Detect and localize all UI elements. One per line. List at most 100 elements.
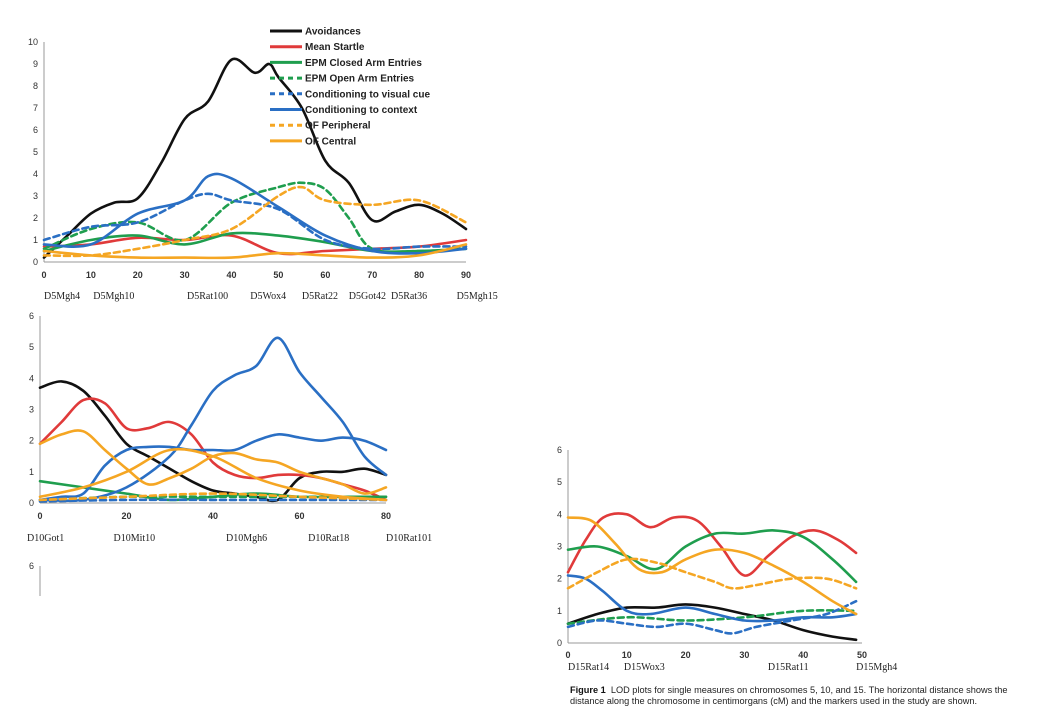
y-tick-label: 6	[33, 125, 38, 135]
marker-label: D5Mgh4	[44, 291, 80, 302]
series-line-conditioning-to-visual-cue	[42, 192, 468, 251]
series-line-conditioning-to-context	[566, 574, 858, 623]
series-line-epm-open-arm-entries	[566, 609, 858, 625]
y-tick-label: 1	[29, 467, 34, 477]
chart-chromosome-stub: 6	[29, 561, 41, 596]
marker-label: D10Mgh6	[226, 533, 267, 544]
series-line-avoidances	[38, 380, 388, 503]
y-tick-label: 0	[29, 498, 34, 508]
series-line-of-peripheral	[566, 557, 858, 590]
legend-label-conditioning-to-visual-cue: Conditioning to visual cue	[305, 89, 430, 100]
x-tick-label: 70	[367, 270, 377, 280]
series-line-epm-closed-arm-entries	[42, 231, 468, 254]
y-tick-label: 0	[557, 638, 562, 648]
y-tick-label: 1	[33, 235, 38, 245]
caption-label: Figure 1	[570, 685, 606, 695]
y-tick-label: 10	[28, 37, 38, 47]
figure-caption: Figure 1 LOD plots for single measures o…	[570, 685, 1037, 706]
y-tick-label: 4	[29, 373, 34, 383]
legend-label-of-central: OF Central	[305, 136, 356, 147]
x-tick-label: 90	[461, 270, 471, 280]
x-tick-label: 80	[381, 511, 391, 521]
series-line-epm-open-arm-entries	[38, 495, 388, 502]
y-tick-label: 5	[33, 147, 38, 157]
marker-label: D10Mit10	[114, 533, 156, 544]
x-tick-label: 0	[565, 650, 570, 660]
y-tick-label: 2	[557, 574, 562, 584]
series-line-of-central	[42, 243, 468, 260]
y-tick-label: 8	[33, 81, 38, 91]
marker-label: D5Rat22	[302, 291, 338, 302]
legend-label-epm-open-arm-entries: EPM Open Arm Entries	[305, 74, 415, 85]
y-tick-label: 2	[29, 436, 34, 446]
x-tick-label: 20	[133, 270, 143, 280]
x-tick-label: 50	[857, 650, 867, 660]
legend-label-mean-startle: Mean Startle	[305, 42, 365, 53]
legend-label-avoidances: Avoidances	[305, 27, 361, 38]
series-line-of-peripheral	[38, 492, 388, 502]
series-line-epm-closed-arm-entries	[566, 529, 858, 584]
y-tick-label: 6	[29, 311, 34, 321]
marker-label: D15Wox3	[624, 662, 665, 673]
y-tick-label: 6	[557, 445, 562, 455]
y-tick-label: 0	[33, 257, 38, 267]
y-tick-label: 4	[557, 509, 562, 519]
series-line-conditioning-to-context-2	[38, 336, 388, 503]
series-line-avoidances	[566, 603, 858, 642]
marker-label: D15Mgh4	[856, 662, 897, 673]
y-tick-label: 7	[33, 103, 38, 113]
y-tick-label: 3	[557, 542, 562, 552]
x-tick-label: 0	[41, 270, 46, 280]
marker-label: D15Rat14	[568, 662, 609, 673]
marker-label: D5Got42	[349, 291, 386, 302]
chart-chromosome-15: 0 1 2 3 4 5 6 0 10 20 30 40 50 D15Rat14 D15Wox3 D15Rat1…	[557, 445, 897, 673]
legend-label-conditioning-to-context: Conditioning to context	[305, 105, 418, 116]
series-line-mean-startle	[566, 512, 858, 577]
x-tick-label: 30	[739, 650, 749, 660]
marker-label: D10Got1	[27, 533, 64, 544]
caption-text: LOD plots for single measures on chromos…	[570, 685, 1008, 706]
marker-label: D5Wox4	[250, 291, 286, 302]
y-tick-label: 6	[29, 561, 34, 571]
y-tick-label: 9	[33, 59, 38, 69]
marker-label: D5Rat100	[187, 291, 228, 302]
series-line-avoidances	[42, 57, 468, 259]
x-tick-label: 60	[320, 270, 330, 280]
y-tick-label: 4	[33, 169, 38, 179]
y-tick-label: 3	[29, 405, 34, 415]
legend-label-of-peripheral: OF Peripheral	[305, 121, 371, 132]
x-tick-label: 20	[121, 511, 131, 521]
marker-label: D10Rat18	[308, 533, 349, 544]
series-line-conditioning-to-visual-cue	[38, 498, 388, 503]
x-tick-label: 40	[208, 511, 218, 521]
series-line-conditioning-to-context	[38, 433, 388, 502]
y-tick-label: 5	[557, 477, 562, 487]
x-tick-label: 60	[294, 511, 304, 521]
marker-label: D15Rat11	[768, 662, 809, 673]
x-tick-label: 80	[414, 270, 424, 280]
y-tick-label: 5	[29, 342, 34, 352]
marker-label: D5Rat36	[391, 291, 427, 302]
x-tick-label: 20	[681, 650, 691, 660]
x-tick-label: 10	[622, 650, 632, 660]
x-tick-label: 50	[273, 270, 283, 280]
marker-label: D10Rat101	[386, 533, 432, 544]
y-tick-label: 3	[33, 191, 38, 201]
marker-label: D5Mgh10	[93, 291, 134, 302]
y-tick-label: 2	[33, 213, 38, 223]
series-line-conditioning-to-context	[42, 172, 468, 255]
series-line-conditioning-to-visual-cue	[566, 599, 858, 635]
x-tick-label: 30	[180, 270, 190, 280]
marker-label: D5Mgh15	[457, 291, 498, 302]
chart-chromosome-5: 0 1 2 3 4 5 6 7 8 9 10 0 10 20 30 40 50 60 70 80 90 D5Mgh4 D5M…	[28, 37, 498, 302]
x-tick-label: 40	[798, 650, 808, 660]
x-tick-label: 0	[37, 511, 42, 521]
chart-legend: Avoidances Mean Startle EPM Closed Arm Ent…	[270, 27, 430, 147]
x-tick-label: 40	[227, 270, 237, 280]
y-tick-label: 1	[557, 606, 562, 616]
x-tick-label: 10	[86, 270, 96, 280]
legend-label-epm-closed-arm-entries: EPM Closed Arm Entries	[305, 58, 422, 69]
series-line-of-peripheral	[42, 185, 468, 258]
